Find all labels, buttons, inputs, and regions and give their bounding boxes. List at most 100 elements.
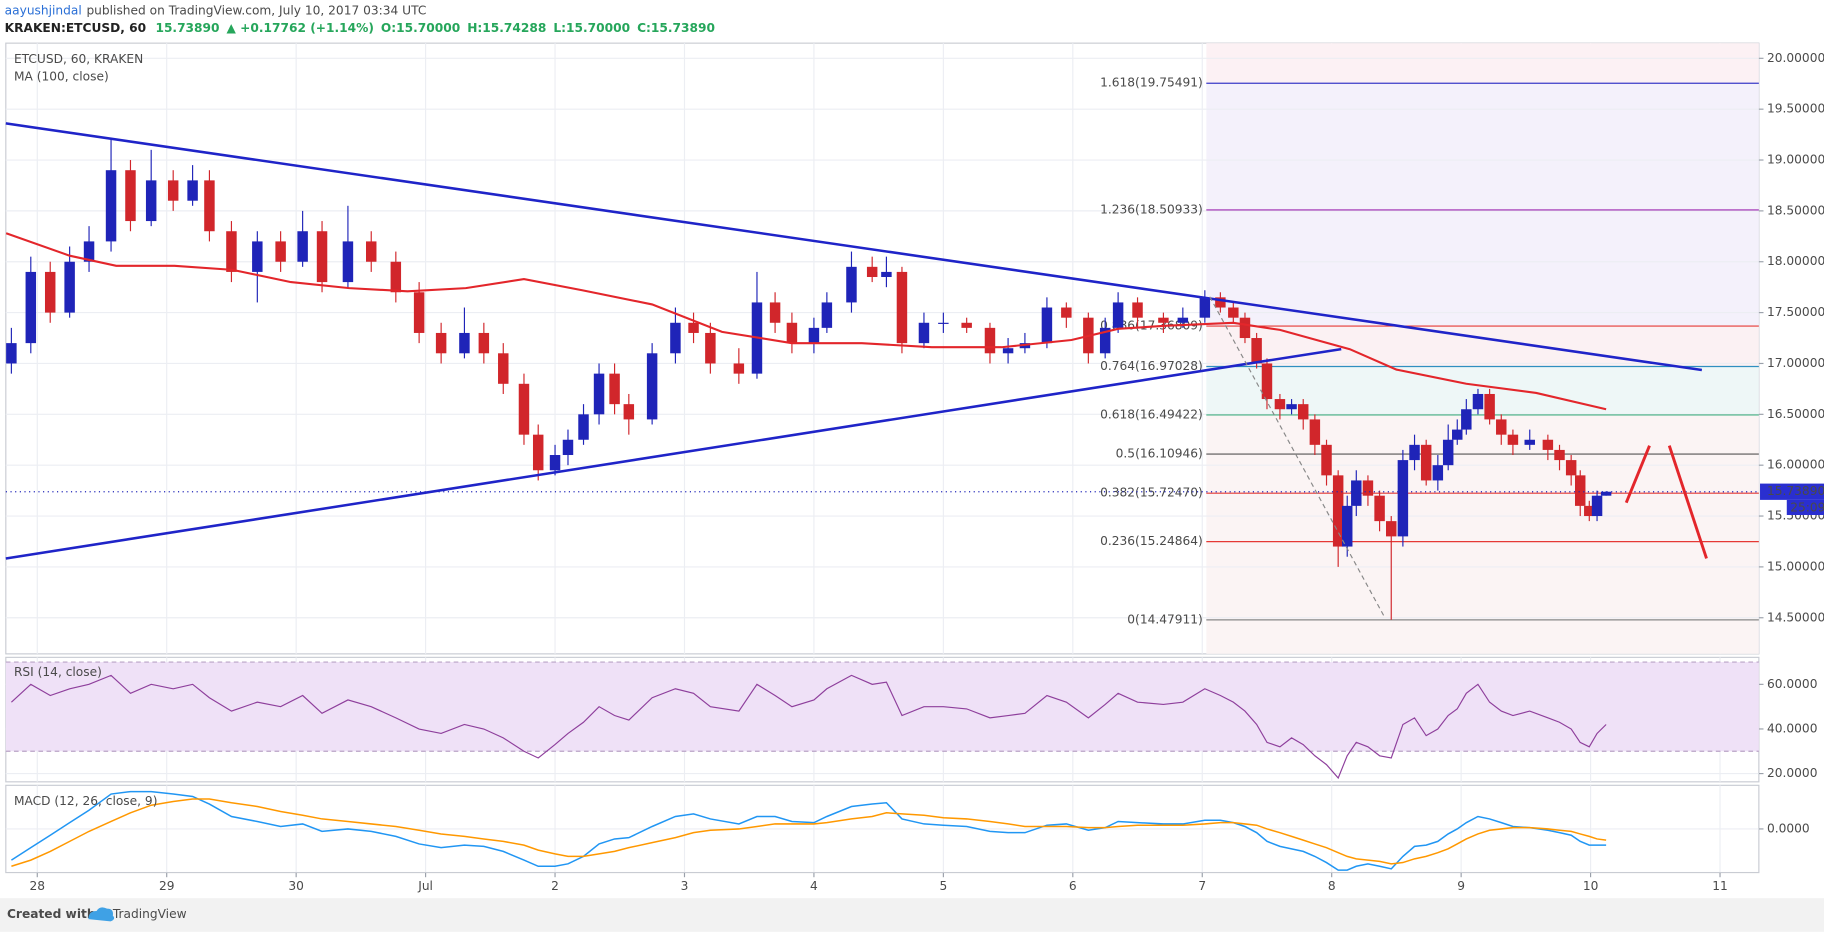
y-tick-label: 20.0000 (1767, 766, 1817, 780)
x-tick-label: 5 (939, 879, 947, 893)
candle-body (1461, 409, 1472, 430)
candle-body (390, 261, 402, 293)
author[interactable]: aayushjindal (5, 3, 82, 17)
candle-body (821, 302, 833, 328)
candle-body (64, 261, 75, 313)
candle-body (1351, 480, 1362, 506)
close: C:15.73890 (637, 21, 715, 35)
candle-body (413, 292, 425, 333)
fib-trend (1209, 296, 1385, 617)
fib-band (1206, 83, 1759, 210)
candle-body (187, 180, 198, 201)
footer (0, 898, 1824, 932)
x-tick-label: 8 (1328, 879, 1336, 893)
fib-label: 0.5(16.10946) (1116, 447, 1203, 461)
candle-body (688, 322, 699, 333)
y-tick-label: 16.00000 (1767, 458, 1824, 472)
candle-body (1228, 307, 1239, 318)
candle-body (204, 180, 215, 232)
drawings (5, 122, 1708, 617)
candle-body (1041, 307, 1053, 344)
candle-body (1158, 317, 1169, 323)
candle-body (316, 231, 328, 283)
indicator-label: MA (100, close) (14, 69, 109, 83)
candle-body (498, 353, 509, 384)
candle-body (705, 332, 716, 364)
candle-body (1286, 404, 1297, 410)
candle-body (1332, 475, 1344, 547)
candle-body (918, 322, 930, 344)
last-price-tag (1760, 483, 1824, 500)
candle-body (478, 332, 490, 354)
candle-body (1199, 297, 1211, 318)
candle-body (646, 353, 658, 420)
x-tick-label: 2 (551, 879, 559, 893)
candle-body (1524, 439, 1535, 445)
rsi-band (5, 662, 1759, 752)
candle-body (1309, 419, 1321, 445)
candle-body (670, 322, 681, 354)
candle-body (593, 373, 605, 415)
candle-body (1321, 444, 1332, 476)
candle-body (6, 343, 17, 364)
x-tick-label: Jul (417, 879, 433, 893)
fib-band (1206, 493, 1759, 542)
x-tick-label: 9 (1457, 879, 1465, 893)
y-tick-label: 60.0000 (1767, 677, 1817, 691)
candle-body (518, 383, 530, 435)
y-tick-label: 20.00000 (1767, 51, 1824, 65)
candle-body (562, 439, 574, 456)
candle-body (1386, 521, 1397, 537)
candle-body (145, 180, 157, 222)
countdown-tag (1786, 499, 1824, 516)
candle-body (1261, 363, 1273, 400)
candle-body (1112, 302, 1124, 328)
candle-body (1374, 495, 1385, 522)
macd-line (11, 798, 1607, 868)
logo (88, 907, 115, 922)
candle-body (1472, 393, 1484, 410)
candle-body (1002, 348, 1014, 354)
x-tick-label: 30 (288, 879, 304, 893)
candle-body (532, 434, 544, 471)
candle-body (623, 404, 635, 420)
fib-band (1206, 541, 1759, 620)
low: L:15.70000 (553, 21, 630, 35)
arrow (1667, 445, 1708, 559)
x-tick-label: 4 (810, 879, 818, 893)
candle-body (1452, 429, 1463, 440)
candle-body (226, 231, 237, 272)
candle-body (1507, 434, 1519, 445)
candle-body (1496, 419, 1507, 435)
chart-title: ETCUSD, 60, KRAKEN (14, 52, 143, 66)
y-tick-label: 15.00000 (1767, 559, 1824, 573)
footer-brand[interactable]: TradingView (112, 907, 187, 921)
candle-body (1362, 480, 1374, 496)
candle-body (459, 332, 470, 354)
x-tick-label: 11 (1712, 879, 1728, 893)
candle-body (252, 241, 263, 272)
candle-body (1297, 404, 1309, 420)
candle-body (342, 241, 354, 283)
candle-body (105, 170, 117, 242)
candle-body (938, 322, 949, 324)
candle-body (1591, 495, 1603, 517)
y-tick-label: 19.00000 (1767, 153, 1824, 167)
fib-band (1206, 43, 1759, 84)
y-tick-label: 18.50000 (1767, 203, 1824, 217)
fib-label: 0.382(15.72470) (1100, 486, 1203, 500)
candle-body (549, 455, 561, 471)
x-tick-label: 7 (1198, 879, 1206, 893)
x-tick-label: 10 (1583, 879, 1599, 893)
candle-body (1584, 505, 1595, 517)
candle-body (1442, 439, 1454, 466)
candle-body (1409, 444, 1420, 461)
fib-band (1206, 454, 1759, 494)
candle-body (1542, 439, 1554, 450)
x-tick-label: 6 (1069, 879, 1077, 893)
fib-label: 0.764(16.97028) (1100, 359, 1203, 373)
candle-body (808, 327, 820, 344)
candle-body (44, 271, 56, 313)
